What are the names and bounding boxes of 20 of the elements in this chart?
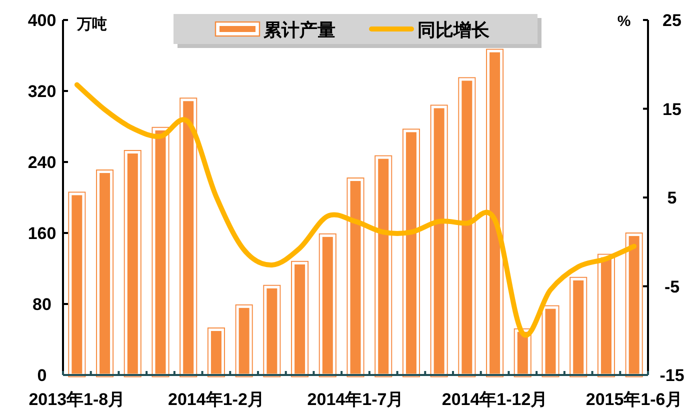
x-tick-label: 2014年1-7月 [307, 390, 404, 409]
y-tick-label: 400 [28, 11, 56, 30]
y-tick-label: 80 [32, 295, 52, 314]
x-tick-label: 2014年1-2月 [168, 390, 264, 409]
y-tick-label: 0 [37, 366, 47, 385]
y2-tick-label: 5 [667, 188, 677, 208]
y2-tick-label: -15 [660, 366, 684, 385]
x-tick-label: 2013年1-8月 [28, 390, 126, 409]
legend-label: 累计产量 [262, 20, 336, 40]
legend-label: 同比增长 [418, 20, 490, 40]
y2-axis-title: % [617, 13, 631, 30]
x-tick-label: 2015年1-6月 [586, 390, 682, 409]
y2-tick-label: -5 [664, 277, 680, 296]
y-tick-label: 160 [28, 224, 56, 243]
y2-tick-label: 15 [662, 100, 682, 119]
x-tick-label: 2014年1-12月 [442, 390, 548, 409]
y-tick-label: 240 [28, 153, 56, 172]
y-tick-label: 320 [28, 82, 56, 101]
y2-tick-label: 25 [662, 11, 682, 30]
y-axis-title: 万吨 [76, 16, 107, 33]
